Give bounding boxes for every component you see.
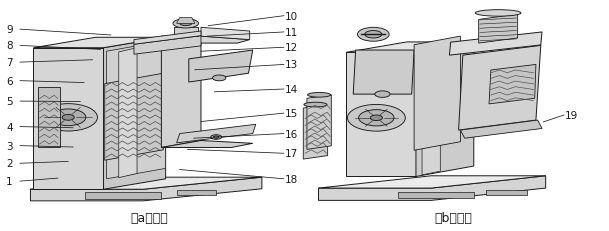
Ellipse shape xyxy=(308,93,331,98)
Polygon shape xyxy=(174,28,198,37)
Ellipse shape xyxy=(39,104,97,131)
Polygon shape xyxy=(459,46,541,131)
Polygon shape xyxy=(33,38,166,49)
Text: 3: 3 xyxy=(6,141,13,151)
Text: 12: 12 xyxy=(285,43,298,53)
Ellipse shape xyxy=(375,91,390,98)
Text: 5: 5 xyxy=(6,97,13,107)
Polygon shape xyxy=(177,18,195,24)
Ellipse shape xyxy=(211,135,222,140)
Polygon shape xyxy=(105,74,163,161)
Ellipse shape xyxy=(173,20,199,29)
Polygon shape xyxy=(161,37,201,148)
Ellipse shape xyxy=(365,31,382,39)
Ellipse shape xyxy=(304,103,327,107)
Text: 16: 16 xyxy=(285,129,298,139)
Polygon shape xyxy=(319,176,546,188)
Polygon shape xyxy=(134,36,201,55)
Polygon shape xyxy=(38,88,60,148)
Text: 18: 18 xyxy=(285,174,298,184)
Polygon shape xyxy=(119,49,137,178)
Polygon shape xyxy=(346,43,474,53)
Text: 8: 8 xyxy=(6,41,13,51)
Text: 2: 2 xyxy=(6,158,13,169)
Ellipse shape xyxy=(357,28,389,42)
Polygon shape xyxy=(161,141,253,148)
Polygon shape xyxy=(201,28,250,40)
Polygon shape xyxy=(303,105,328,159)
Text: 1: 1 xyxy=(6,176,13,186)
Text: 17: 17 xyxy=(285,149,298,159)
Ellipse shape xyxy=(359,110,394,126)
Ellipse shape xyxy=(180,22,192,26)
Polygon shape xyxy=(449,33,542,56)
Ellipse shape xyxy=(213,76,226,82)
Text: 13: 13 xyxy=(285,60,298,70)
Polygon shape xyxy=(177,190,216,195)
Text: 9: 9 xyxy=(6,25,13,35)
Polygon shape xyxy=(307,95,331,150)
Polygon shape xyxy=(486,190,527,195)
Ellipse shape xyxy=(347,105,406,132)
Text: 14: 14 xyxy=(285,85,298,95)
Polygon shape xyxy=(85,192,161,199)
Polygon shape xyxy=(479,15,518,44)
Polygon shape xyxy=(134,32,201,45)
Ellipse shape xyxy=(62,115,74,121)
Ellipse shape xyxy=(370,116,382,121)
Polygon shape xyxy=(33,49,104,189)
Polygon shape xyxy=(398,192,474,198)
Text: 7: 7 xyxy=(6,58,13,68)
Polygon shape xyxy=(104,38,166,189)
Text: 4: 4 xyxy=(6,122,13,132)
Polygon shape xyxy=(353,51,414,95)
Polygon shape xyxy=(107,42,166,179)
Text: （a）正向: （a）正向 xyxy=(130,211,168,224)
Text: 11: 11 xyxy=(285,28,298,38)
Polygon shape xyxy=(161,37,250,44)
Polygon shape xyxy=(416,43,474,177)
Polygon shape xyxy=(414,37,460,151)
Polygon shape xyxy=(460,121,542,139)
Polygon shape xyxy=(189,51,253,83)
Text: 6: 6 xyxy=(6,76,13,86)
Polygon shape xyxy=(422,46,440,175)
Text: 19: 19 xyxy=(565,110,579,121)
Ellipse shape xyxy=(213,136,219,139)
Polygon shape xyxy=(177,125,256,143)
Ellipse shape xyxy=(51,109,86,126)
Polygon shape xyxy=(346,53,416,177)
Text: 15: 15 xyxy=(285,109,298,119)
Polygon shape xyxy=(30,177,262,201)
Text: （b）逆向: （b）逆向 xyxy=(435,211,473,224)
Polygon shape xyxy=(319,176,546,201)
Text: 10: 10 xyxy=(285,12,298,22)
Polygon shape xyxy=(30,177,262,189)
Ellipse shape xyxy=(476,11,521,17)
Polygon shape xyxy=(489,65,536,104)
